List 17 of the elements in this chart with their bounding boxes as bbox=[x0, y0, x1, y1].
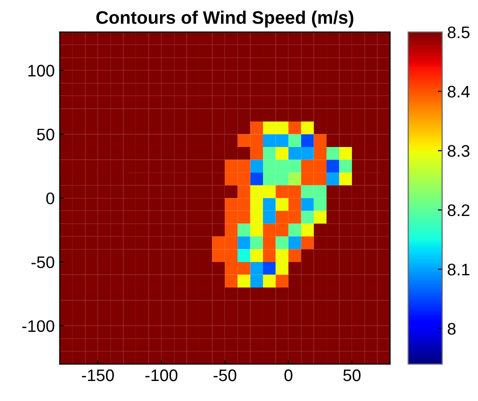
color-bar-label: 8 bbox=[448, 322, 456, 335]
x-tick-label: 50 bbox=[343, 369, 361, 382]
color-bar-label: 8.4 bbox=[448, 86, 470, 98]
x-tick-label: -50 bbox=[214, 369, 236, 382]
x-tick-label: 0 bbox=[284, 369, 292, 382]
y-tick-label: -100 bbox=[22, 320, 54, 332]
color-bar-label: 8.1 bbox=[448, 264, 470, 276]
color-bar-label: 8.5 bbox=[448, 26, 470, 38]
y-tick-label: 100 bbox=[28, 64, 54, 77]
y-tick-label: -50 bbox=[32, 256, 54, 268]
chart-title: Contours of Wind Speed (m/s) bbox=[96, 10, 354, 28]
y-tick-label: 50 bbox=[37, 128, 54, 140]
color-bar-label: 8.3 bbox=[448, 145, 470, 157]
y-tick-label: 0 bbox=[46, 192, 54, 204]
x-tick-label: -100 bbox=[145, 369, 178, 382]
x-tick-label: -150 bbox=[82, 369, 114, 382]
color-bar-label: 8.2 bbox=[448, 204, 470, 216]
